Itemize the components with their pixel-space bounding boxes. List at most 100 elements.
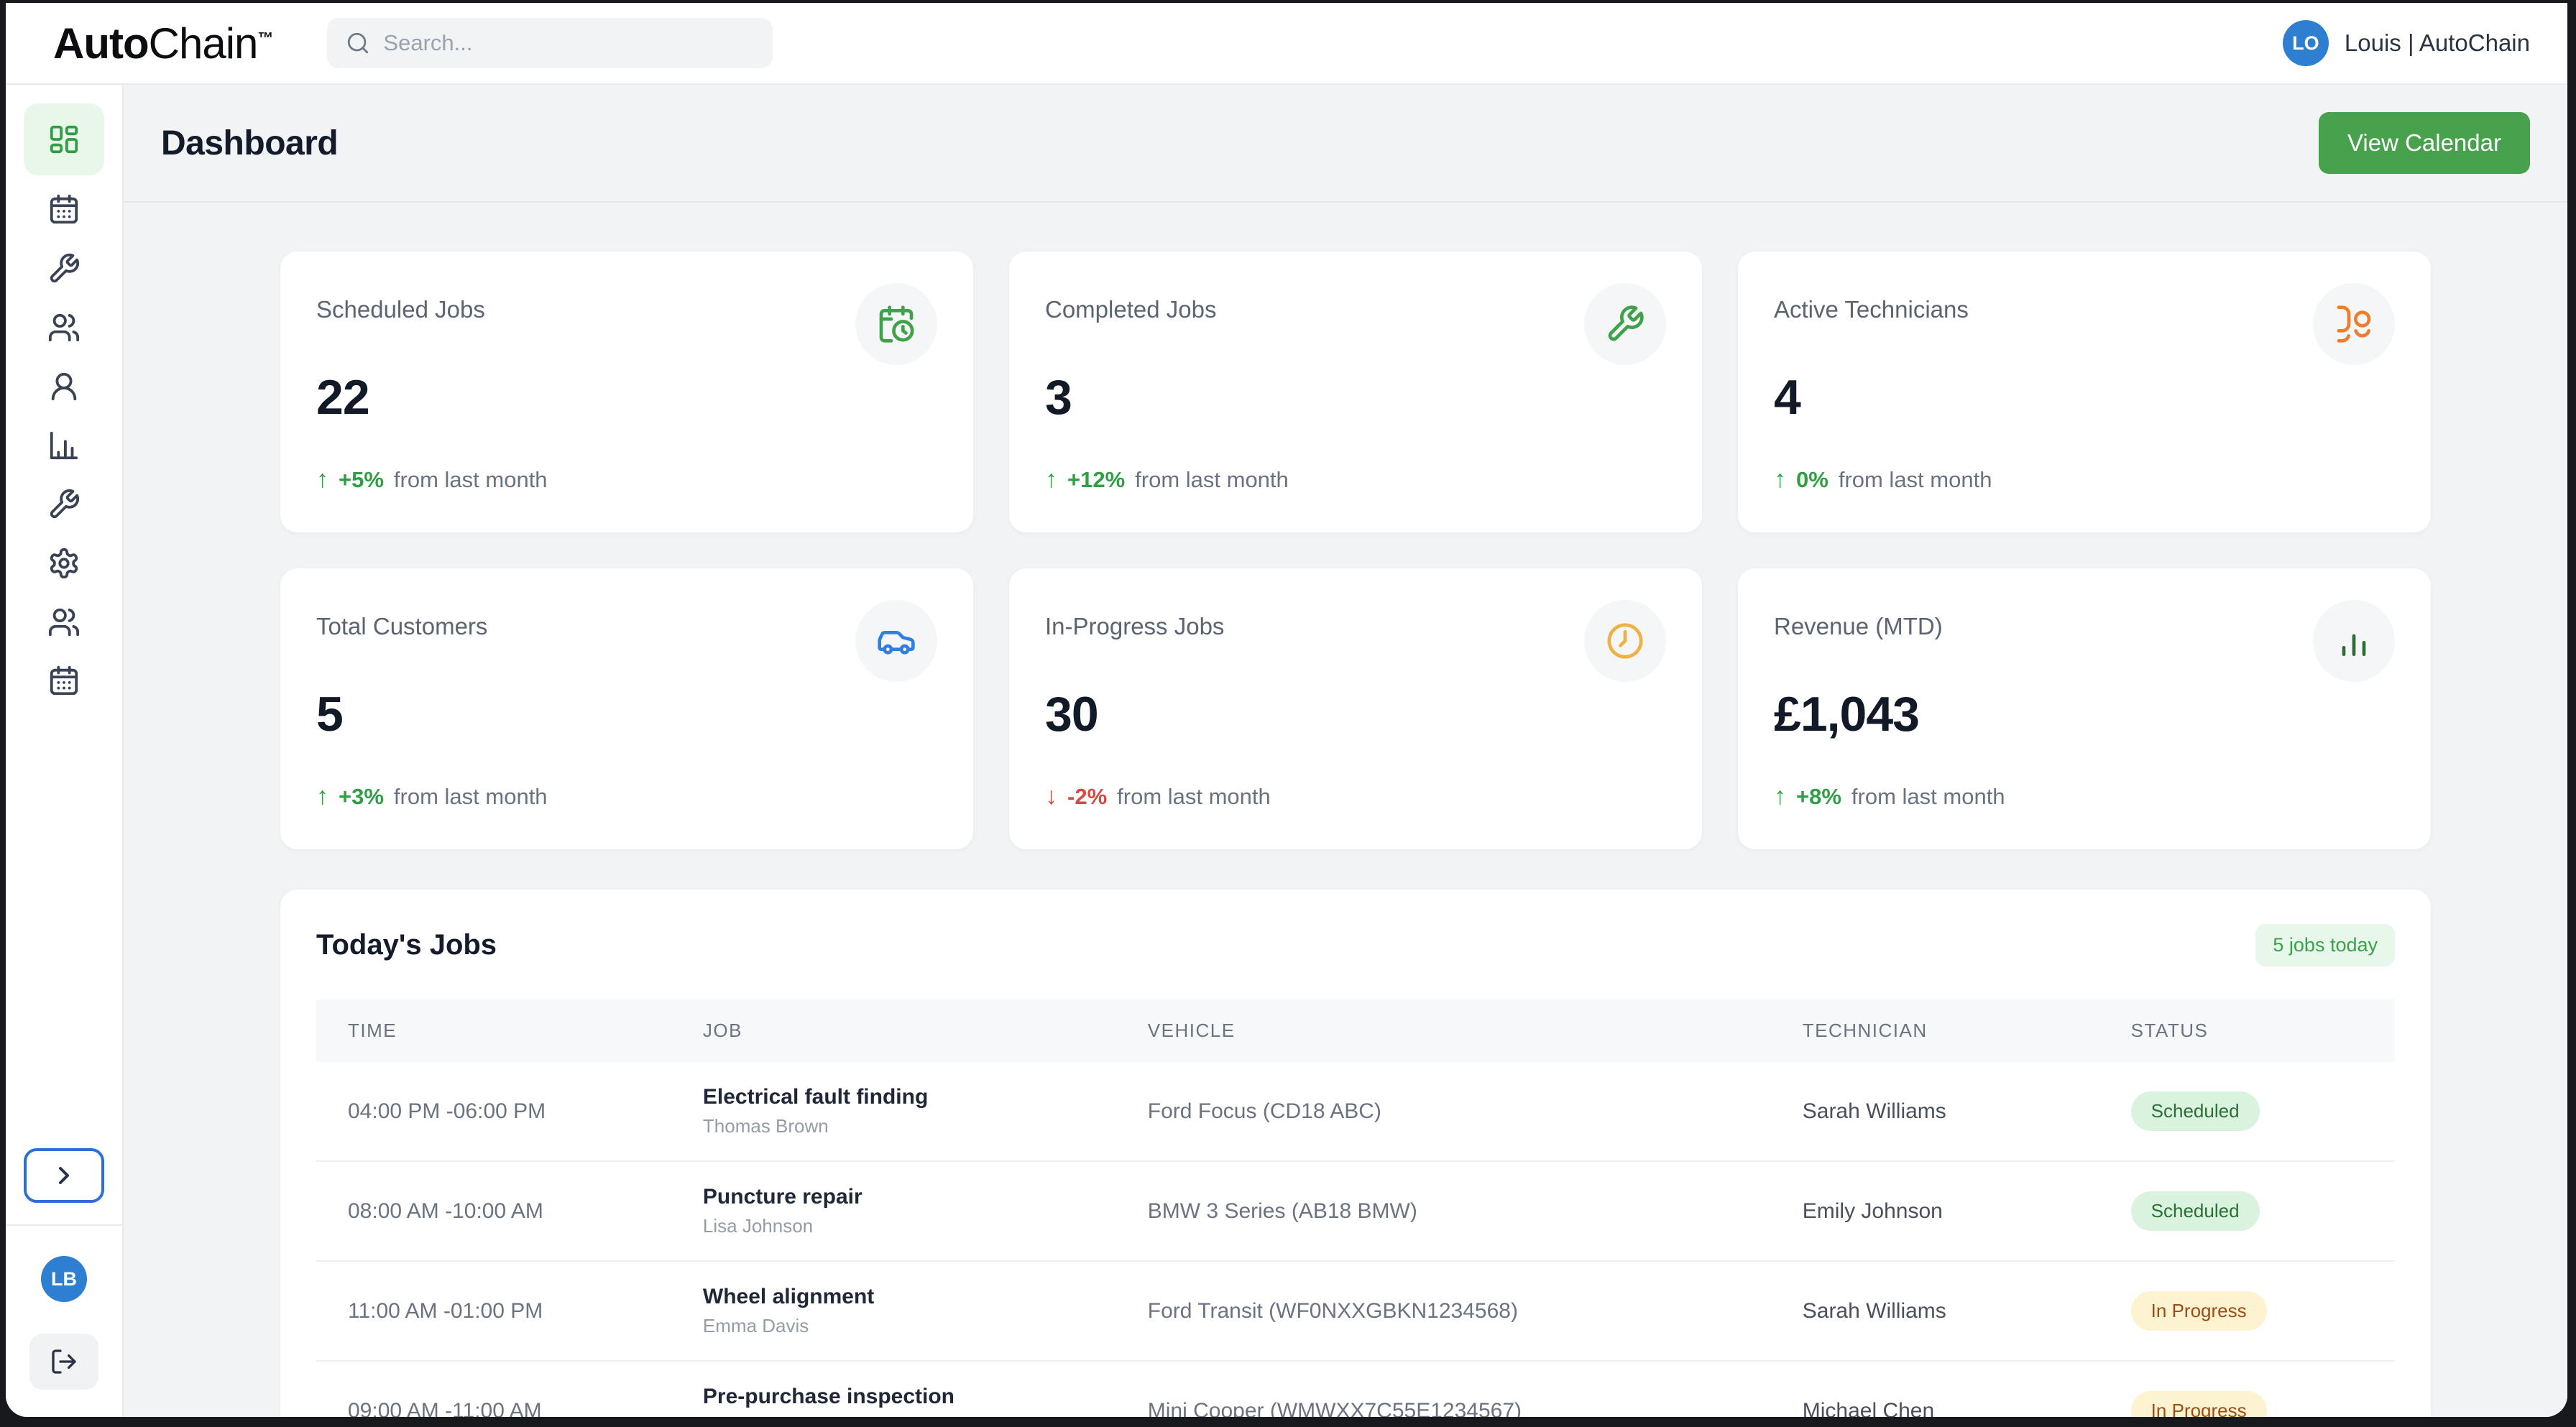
bar-chart-icon — [50, 431, 78, 460]
sidebar-item-bookings[interactable] — [24, 652, 104, 710]
autochain-logo[interactable]: AutoChain™ — [53, 19, 273, 68]
chevron-right-icon — [59, 1167, 69, 1184]
job-vehicle: Ford Transit (WF0NXXGBKN1234568) — [1147, 1298, 1518, 1323]
stat-trend: ↑ +8% from last month — [1774, 782, 2395, 811]
sidebar-item-reports[interactable] — [24, 417, 104, 474]
search-bar[interactable] — [327, 18, 773, 68]
stat-card-total-customers: Total Customers 5 ↑ +3% from last month — [280, 568, 973, 849]
stat-value: 5 — [316, 687, 344, 742]
page-title: Dashboard — [161, 124, 339, 162]
icon-bubble — [855, 283, 937, 365]
sidebar-avatar[interactable]: LB — [41, 1256, 87, 1302]
car-icon — [876, 621, 916, 661]
trend-suffix: from last month — [1117, 783, 1271, 809]
stat-cards: Scheduled Jobs 22 ↑ +5% from last month … — [280, 251, 2431, 849]
todays-jobs-panel: Today's Jobs 5 jobs today Time Job Vehic… — [280, 890, 2431, 1417]
search-input[interactable] — [383, 30, 755, 56]
trend-percent: +12% — [1067, 466, 1126, 492]
job-title: Pre-purchase inspection — [702, 1385, 955, 1408]
status-badge: Scheduled — [2130, 1091, 2260, 1131]
bar-chart-icon — [2334, 621, 2374, 661]
status-badge: In Progress — [2130, 1291, 2267, 1331]
stat-card-in-progress-jobs: In-Progress Jobs 30 ↓ -2% from last mont… — [1009, 568, 1702, 849]
job-time: 08:00 AM -10:00 AM — [348, 1199, 543, 1223]
trend-suffix: from last month — [393, 783, 548, 809]
topbar: AutoChain™ LO Louis | AutoChain — [6, 3, 2567, 85]
sidebar-item-calendar[interactable] — [24, 181, 104, 239]
stat-value: 4 — [1774, 370, 1801, 425]
job-title: Puncture repair — [702, 1185, 862, 1209]
stat-label: Revenue (MTD) — [1774, 613, 1943, 639]
job-technician: Emily Johnson — [1802, 1199, 1943, 1223]
stat-value: 30 — [1045, 687, 1099, 742]
logout-icon — [52, 1349, 76, 1374]
job-technician: Sarah Williams — [1802, 1099, 1946, 1123]
wrench-icon — [50, 489, 80, 519]
job-time: 11:00 AM -01:00 PM — [348, 1298, 543, 1323]
sidebar-item-customers[interactable] — [24, 299, 104, 356]
job-vehicle: BMW 3 Series (AB18 BMW) — [1147, 1199, 1417, 1223]
calendar-icon — [50, 194, 78, 224]
trend-percent: -2% — [1067, 783, 1108, 809]
column-header-job: Job — [702, 1020, 742, 1041]
status-badge: Scheduled — [2130, 1191, 2260, 1231]
stat-label: Total Customers — [316, 613, 488, 639]
stat-label: In-Progress Jobs — [1045, 613, 1225, 639]
job-customer: Robert Wilson — [703, 1415, 1133, 1417]
trend-suffix: from last month — [1838, 466, 1992, 492]
job-title: Electrical fault finding — [702, 1085, 929, 1109]
icon-bubble — [2313, 283, 2395, 365]
stat-card-revenue: Revenue (MTD) £1,043 ↑ +8% from last mon… — [1738, 568, 2431, 849]
users-icon — [48, 608, 80, 637]
table-row[interactable]: 08:00 AM -10:00 AM Puncture repair Lisa J… — [316, 1161, 2395, 1261]
table-row[interactable]: 09:00 AM -11:00 AM Pre-purchase inspecti… — [316, 1361, 2395, 1417]
job-customer: Thomas Brown — [702, 1115, 829, 1137]
sidebar-item-dashboard[interactable] — [24, 103, 104, 175]
users-icon — [2334, 304, 2374, 344]
table-row[interactable]: 04:00 PM -06:00 PM Electrical fault find… — [316, 1062, 2395, 1161]
trend-down-arrow-icon: ↓ — [1045, 782, 1057, 810]
sidebar-expand-button[interactable] — [24, 1148, 104, 1203]
table-row[interactable]: 11:00 AM -01:00 PM Wheel alignment Emma D… — [316, 1261, 2395, 1361]
job-technician: Sarah Williams — [1802, 1298, 1946, 1323]
logo-text-light: Chain — [148, 19, 259, 68]
trend-percent: 0% — [1796, 466, 1828, 492]
view-calendar-button[interactable]: View Calendar — [2318, 112, 2530, 174]
logout-button[interactable] — [29, 1334, 98, 1390]
jobs-count-badge: 5 jobs today — [2255, 924, 2395, 966]
stat-value: 3 — [1045, 370, 1072, 425]
sidebar-item-settings[interactable] — [24, 535, 104, 592]
calendar-clock-icon — [876, 304, 916, 344]
sidebar-item-staff[interactable] — [24, 594, 104, 651]
calendar-icon — [50, 665, 78, 696]
column-header-vehicle: Vehicle — [1147, 1020, 1236, 1041]
main-area: Dashboard View Calendar Scheduled Jobs 2… — [124, 85, 2567, 1417]
panel-title: Today's Jobs — [316, 929, 497, 961]
avatar: LO — [2282, 20, 2329, 66]
status-badge: In Progress — [2130, 1391, 2267, 1417]
stat-card-completed-jobs: Completed Jobs 3 ↑ +12% from last month — [1009, 251, 1702, 532]
icon-bubble — [855, 600, 937, 682]
icon-bubble — [1584, 600, 1666, 682]
trademark-symbol: ™ — [257, 28, 273, 47]
stat-value: £1,043 — [1774, 687, 1920, 742]
user-menu[interactable]: LO Louis | AutoChain — [2282, 20, 2530, 66]
user-name: Louis | AutoChain — [2344, 29, 2530, 56]
table-header-row: Time Job Vehicle Technician Status — [316, 999, 2395, 1062]
dashboard-grid-icon — [50, 125, 78, 154]
stat-trend: ↑ +12% from last month — [1045, 466, 1666, 494]
sidebar: LB — [6, 85, 124, 1417]
jobs-table: Time Job Vehicle Technician Status 04:00… — [316, 999, 2395, 1417]
sidebar-item-technicians[interactable] — [24, 358, 104, 415]
job-vehicle: Ford Focus (CD18 ABC) — [1147, 1099, 1381, 1123]
trend-up-arrow-icon: ↑ — [316, 782, 328, 810]
trend-suffix: from last month — [1135, 466, 1289, 492]
sidebar-item-jobs[interactable] — [24, 240, 104, 297]
trend-suffix: from last month — [393, 466, 548, 492]
trend-up-arrow-icon: ↑ — [316, 466, 328, 493]
sidebar-item-services[interactable] — [24, 476, 104, 533]
trend-up-arrow-icon: ↑ — [1045, 466, 1057, 493]
trend-up-arrow-icon: ↑ — [1774, 466, 1786, 493]
clock-icon — [1605, 621, 1645, 661]
gear-icon — [50, 548, 78, 579]
